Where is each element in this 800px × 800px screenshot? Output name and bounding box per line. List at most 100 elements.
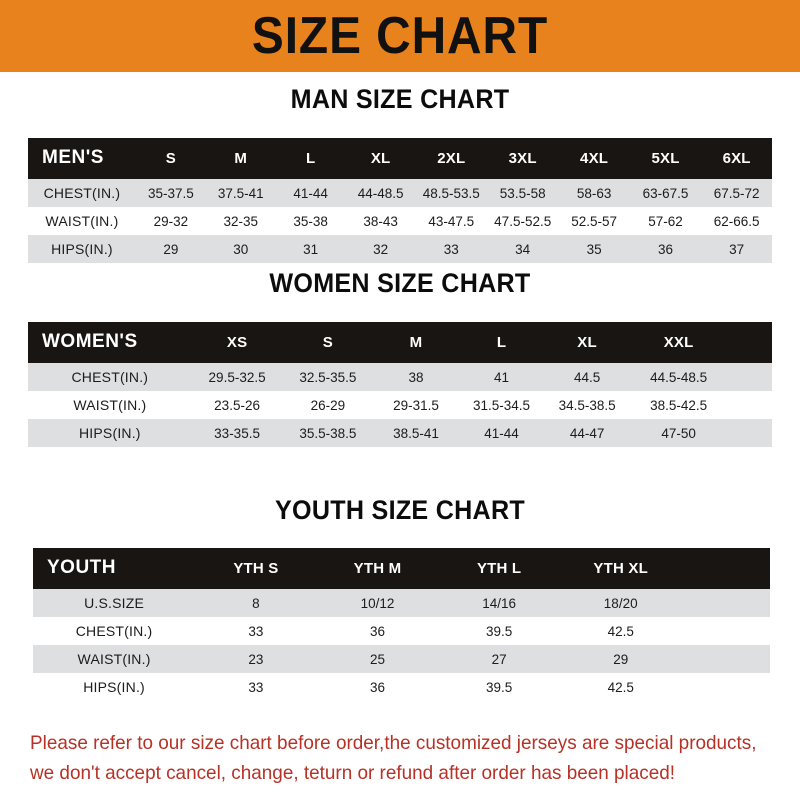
men-chest-5xl: 63-67.5 bbox=[642, 185, 689, 201]
youth-column-header-yth-m: YTH M bbox=[353, 559, 402, 577]
table-row: WAIST(IN.) 23.5-26 26-29 29-31.5 31.5-34… bbox=[28, 391, 772, 419]
men-hips-5xl: 36 bbox=[658, 241, 674, 257]
men-column-header-m: M bbox=[234, 149, 248, 167]
men-hips-4xl: 35 bbox=[586, 241, 602, 257]
men-chest-3xl: 53.5-58 bbox=[499, 185, 546, 201]
women-hips-l: 41-44 bbox=[484, 425, 519, 441]
women-row-label-hips: HIPS(IN.) bbox=[78, 425, 141, 441]
men-column-header-l: L bbox=[305, 149, 316, 167]
men-column-header-xl: XL bbox=[370, 149, 391, 167]
women-column-header-xs: XS bbox=[226, 333, 248, 351]
women-size-table: WOMEN'S XS S M L XL XXL CHEST(IN.) 29.5-… bbox=[28, 322, 772, 447]
women-column-header-l: L bbox=[496, 333, 507, 351]
women-hips-spacer bbox=[727, 419, 772, 447]
youth-waist-spacer bbox=[682, 645, 771, 673]
youth-hips-yth-xl: 42.5 bbox=[607, 679, 634, 695]
youth-chest-yth-xl: 42.5 bbox=[607, 623, 634, 639]
women-waist-l: 31.5-34.5 bbox=[473, 397, 531, 413]
youth-chest-yth-s: 33 bbox=[248, 623, 264, 639]
youth-waist-yth-s: 23 bbox=[248, 651, 264, 667]
order-policy-note-line-2: we don't accept cancel, change, teturn o… bbox=[30, 762, 676, 784]
table-row: CHEST(IN.) 35-37.5 37.5-41 41-44 44-48.5… bbox=[28, 179, 772, 207]
men-column-header-2xl: 2XL bbox=[437, 149, 466, 167]
women-column-header-m: M bbox=[409, 333, 423, 351]
men-hips-s: 29 bbox=[163, 241, 179, 257]
men-hips-3xl: 34 bbox=[515, 241, 531, 257]
women-waist-xs: 23.5-26 bbox=[214, 397, 260, 413]
women-chest-xl: 44.5 bbox=[573, 369, 601, 385]
women-section-title: WOMEN SIZE CHART bbox=[269, 268, 531, 298]
women-chest-m: 38 bbox=[408, 369, 424, 385]
men-waist-xl: 38-43 bbox=[363, 213, 398, 229]
youth-row-label-waist: WAIST(IN.) bbox=[77, 651, 151, 667]
women-column-header-s: S bbox=[322, 333, 333, 351]
men-chest-xl: 44-48.5 bbox=[357, 185, 404, 201]
men-hips-m: 30 bbox=[233, 241, 249, 257]
men-size-table-wrapper: MEN'S S M L XL 2XL 3XL 4XL 5XL 6XL CHEST… bbox=[28, 138, 772, 263]
men-column-header-4xl: 4XL bbox=[580, 149, 609, 167]
youth-chest-yth-l: 39.5 bbox=[485, 623, 513, 639]
youth-waist-yth-l: 27 bbox=[491, 651, 507, 667]
youth-section-title: YOUTH SIZE CHART bbox=[275, 495, 525, 525]
men-row-label-waist: WAIST(IN.) bbox=[45, 213, 119, 229]
women-chest-s: 32.5-35.5 bbox=[299, 369, 357, 385]
youth-chest-yth-m: 36 bbox=[370, 623, 386, 639]
youth-hips-yth-l: 39.5 bbox=[485, 679, 513, 695]
men-row-label-hips: HIPS(IN.) bbox=[51, 241, 113, 257]
youth-column-header-yth-s: YTH S bbox=[233, 559, 279, 577]
women-waist-spacer bbox=[727, 391, 772, 419]
youth-row-label-us-size: U.S.SIZE bbox=[84, 595, 145, 611]
women-header-row: WOMEN'S XS S M L XL XXL bbox=[28, 322, 772, 363]
youth-hips-yth-m: 36 bbox=[370, 679, 386, 695]
men-waist-2xl: 43-47.5 bbox=[428, 213, 475, 229]
men-column-header-3xl: 3XL bbox=[508, 149, 537, 167]
men-chest-2xl: 48.5-53.5 bbox=[422, 185, 480, 201]
order-policy-note-line-1: Please refer to our size chart before or… bbox=[30, 732, 757, 754]
men-hips-xl: 32 bbox=[373, 241, 389, 257]
men-waist-m: 32-35 bbox=[223, 213, 259, 229]
youth-column-header-spacer bbox=[682, 548, 771, 589]
men-header-row: MEN'S S M L XL 2XL 3XL 4XL 5XL 6XL bbox=[28, 138, 772, 179]
men-column-header-5xl: 5XL bbox=[651, 149, 680, 167]
women-waist-xxl: 38.5-42.5 bbox=[650, 397, 708, 413]
youth-row-label-hips: HIPS(IN.) bbox=[83, 679, 145, 695]
men-waist-5xl: 57-62 bbox=[648, 213, 683, 229]
women-chest-xxl: 44.5-48.5 bbox=[650, 369, 708, 385]
youth-waist-yth-m: 25 bbox=[370, 651, 386, 667]
table-row: U.S.SIZE 8 10/12 14/16 18/20 bbox=[33, 589, 770, 617]
men-waist-l: 35-38 bbox=[293, 213, 328, 229]
women-hips-xl: 44-47 bbox=[569, 425, 605, 441]
men-hips-2xl: 33 bbox=[443, 241, 459, 257]
women-chest-spacer bbox=[727, 363, 772, 391]
order-policy-note: Please refer to our size chart before or… bbox=[30, 728, 756, 788]
youth-waist-yth-xl: 29 bbox=[613, 651, 629, 667]
women-hips-m: 38.5-41 bbox=[393, 425, 439, 441]
women-row-label-chest: CHEST(IN.) bbox=[71, 369, 149, 385]
men-waist-6xl: 62-66.5 bbox=[713, 213, 760, 229]
youth-us-size-yth-l: 14/16 bbox=[482, 595, 516, 611]
table-row: HIPS(IN.) 33-35.5 35.5-38.5 38.5-41 41-4… bbox=[28, 419, 772, 447]
men-waist-3xl: 47.5-52.5 bbox=[494, 213, 552, 229]
youth-row-header-label: YOUTH bbox=[47, 557, 116, 578]
women-column-header-spacer bbox=[727, 322, 772, 363]
youth-us-size-yth-xl: 18/20 bbox=[603, 595, 638, 611]
men-chest-l: 41-44 bbox=[293, 185, 328, 201]
table-row: CHEST(IN.) 33 36 39.5 42.5 bbox=[33, 617, 770, 645]
youth-column-header-yth-l: YTH L bbox=[476, 559, 522, 577]
men-section-title: MAN SIZE CHART bbox=[290, 84, 510, 114]
men-chest-6xl: 67.5-72 bbox=[713, 185, 760, 201]
women-waist-s: 26-29 bbox=[310, 397, 346, 413]
table-row: WAIST(IN.) 29-32 32-35 35-38 38-43 43-47… bbox=[28, 207, 772, 235]
men-row-header-label: MEN'S bbox=[42, 147, 104, 168]
youth-column-header-yth-xl: YTH XL bbox=[593, 559, 648, 577]
men-size-table: MEN'S S M L XL 2XL 3XL 4XL 5XL 6XL CHEST… bbox=[28, 138, 772, 263]
men-chest-s: 35-37.5 bbox=[147, 185, 194, 201]
women-hips-xxl: 47-50 bbox=[661, 425, 696, 441]
women-hips-s: 35.5-38.5 bbox=[299, 425, 357, 441]
table-row: HIPS(IN.) 33 36 39.5 42.5 bbox=[33, 673, 770, 701]
youth-size-table-wrapper: YOUTH YTH S YTH M YTH L YTH XL U.S.SIZE … bbox=[33, 548, 770, 701]
men-hips-6xl: 37 bbox=[729, 241, 745, 257]
women-waist-m: 29-31.5 bbox=[393, 397, 439, 413]
men-column-header-6xl: 6XL bbox=[722, 149, 751, 167]
